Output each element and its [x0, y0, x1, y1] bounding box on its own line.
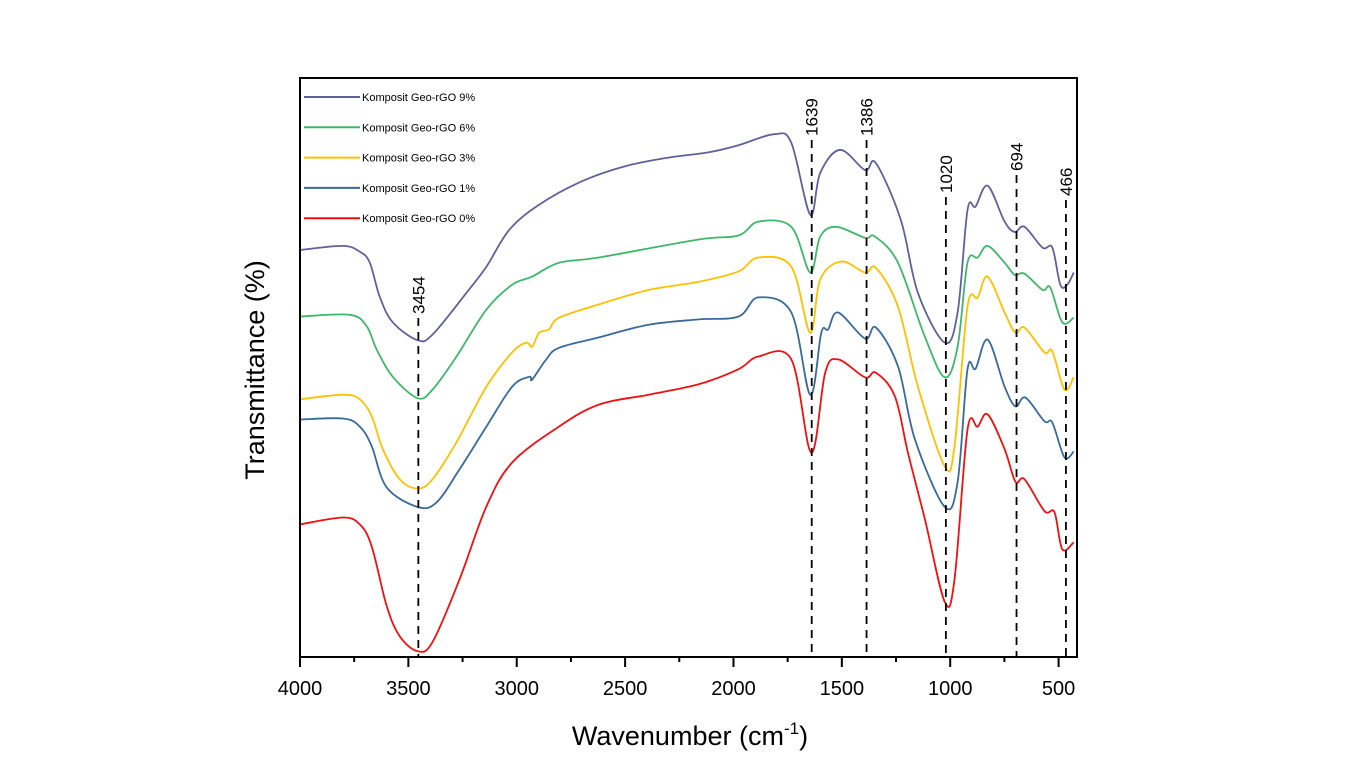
peak-label-466: 466 — [1057, 168, 1076, 196]
peak-label-1639: 1639 — [803, 98, 822, 136]
series-line-3 — [299, 296, 1075, 511]
peak-label-694: 694 — [1008, 143, 1027, 171]
series-line-4 — [299, 350, 1075, 653]
legend-label-0: Komposit Geo-rGO 9% — [362, 92, 475, 104]
x-tick-label: 1000 — [928, 678, 973, 700]
y-axis-title: Transmittance (%) — [240, 260, 270, 480]
peak-label-1386: 1386 — [858, 98, 877, 136]
x-tick-label: 500 — [1042, 678, 1075, 700]
x-axis-title-end: ) — [799, 721, 808, 751]
legend-label-4: Komposit Geo-rGO 0% — [362, 213, 475, 225]
series-line-1 — [299, 219, 1075, 400]
legend-label-1: Komposit Geo-rGO 6% — [362, 122, 475, 134]
x-tick-label: 3500 — [386, 678, 431, 700]
x-axis-title: Wavenumber (cm-1) — [572, 719, 808, 751]
peak-markers: 3454 1639 1386 1020 694 466 — [409, 98, 1076, 657]
series-line-2 — [299, 255, 1075, 490]
x-tick-label: 2000 — [711, 678, 756, 700]
x-axis-title-main: Wavenumber (cm — [572, 721, 784, 751]
peak-label-3454: 3454 — [409, 276, 428, 314]
x-axis-ticks: 4000 3500 3000 2500 2000 1500 1000 500 — [278, 657, 1075, 700]
peak-label-1020: 1020 — [937, 155, 956, 193]
x-tick-label: 1500 — [820, 678, 865, 700]
x-tick-label: 3000 — [494, 678, 539, 700]
x-tick-label: 4000 — [278, 678, 323, 700]
legend-label-2: Komposit Geo-rGO 3% — [362, 153, 475, 165]
plot-frame — [299, 77, 1078, 658]
spectra-group — [299, 132, 1075, 653]
x-axis-title-sup: -1 — [784, 719, 799, 738]
legend-label-3: Komposit Geo-rGO 1% — [362, 183, 475, 195]
x-tick-label: 2500 — [603, 678, 648, 700]
legend: Komposit Geo-rGO 9% Komposit Geo-rGO 6% Ko… — [304, 92, 475, 225]
